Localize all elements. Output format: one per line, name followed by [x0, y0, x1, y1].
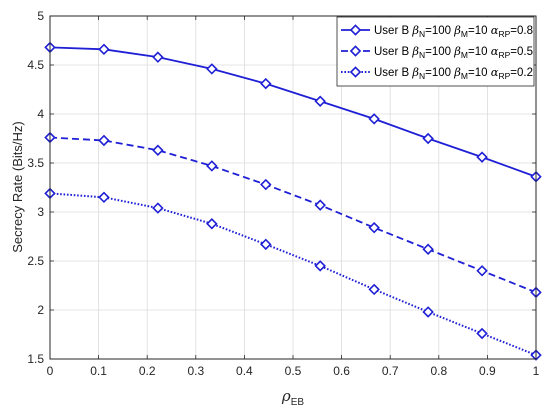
y-tick-label: 1.5: [27, 352, 44, 366]
x-tick-label: 0.5: [285, 364, 302, 378]
legend-label-part: User B: [374, 46, 412, 58]
legend-label-part: =100: [425, 67, 454, 79]
x-tick-label: 0.9: [479, 364, 496, 378]
x-tick-label: 1: [533, 364, 540, 378]
series-1-point: [422, 132, 434, 145]
series-1-point: [314, 95, 326, 107]
legend-marker: [349, 24, 362, 36]
series-2-point: [206, 160, 218, 172]
y-tick-label: 5: [37, 9, 44, 23]
legend-label-part: N: [419, 71, 425, 81]
series-2-line: [49, 136, 537, 294]
legend-label-part: M: [461, 71, 468, 81]
legend-entry-2: User B βN=100 βM=10 αRP=0.5: [341, 44, 533, 60]
x-tick-label: 0.8: [430, 364, 447, 378]
series-3-line: [49, 192, 537, 357]
legend-label-part: =10: [468, 67, 491, 79]
legend-label-part: α: [491, 23, 499, 37]
legend-label-part: =0.8: [510, 25, 533, 37]
legend-label-part: =10: [468, 25, 491, 37]
series-2-point: [476, 265, 488, 277]
legend-label-part: =0.5: [510, 46, 533, 58]
x-tick-label: 0: [47, 364, 54, 378]
legend-entry-1: User B βN=100 βM=10 αRP=0.8: [341, 23, 533, 39]
legend-label-part: =100: [425, 25, 454, 37]
x-tick-label: 0.4: [236, 364, 253, 378]
legend-label-part: N: [419, 29, 425, 39]
x-tick-label: 0.1: [90, 364, 107, 378]
series-3-point: [314, 260, 326, 272]
x-axis-label-subscript: EB: [291, 397, 305, 408]
x-axis-label-symbol: ρ: [281, 387, 291, 405]
y-tick-label: 2: [37, 303, 44, 317]
legend-label-part: M: [461, 50, 468, 60]
legend-marker: [349, 66, 362, 78]
legend-label-part: α: [491, 44, 499, 58]
legend-label-part: β: [411, 23, 419, 37]
legend-marker: [349, 45, 362, 57]
legend-label-part: =100: [425, 46, 454, 58]
x-axis-label: ρEB: [281, 387, 304, 408]
legend-label-part: α: [491, 65, 499, 79]
legend-label: User B βN=100 βM=10 αRP=0.5: [374, 44, 533, 60]
legend-entry-3: User B βN=100 βM=10 αRP=0.2: [341, 65, 533, 81]
series-2-point: [260, 178, 272, 191]
y-tick-label: 4.5: [27, 58, 44, 72]
series-1-point: [152, 51, 164, 63]
axis-ticks: 0 0.1 0.2 0.3 0.4 0.5 0.6 0.7 0.8 0.9 1 1.5 2 2.5 3 3.5…: [27, 9, 539, 378]
series-3-point: [152, 202, 164, 214]
x-tick-label: 0.6: [333, 364, 350, 378]
x-tick-label: 0.7: [382, 364, 399, 378]
legend-label-part: User B: [374, 67, 412, 79]
y-tick-label: 3.5: [27, 156, 44, 170]
y-tick-label: 2.5: [27, 254, 44, 268]
legend-label-part: β: [453, 23, 461, 37]
series-3: [44, 187, 542, 361]
series-2-point: [152, 144, 164, 156]
x-tick-label: 0.3: [187, 364, 204, 378]
series-1: [44, 41, 542, 183]
series-3-point: [422, 306, 434, 318]
legend-label-part: User B: [374, 25, 412, 37]
series-2-point: [368, 221, 380, 234]
legend-label: User B βN=100 βM=10 αRP=0.2: [374, 65, 533, 81]
legend-label-part: N: [419, 50, 425, 60]
legend-label-part: β: [453, 44, 461, 58]
y-tick-label: 3: [37, 205, 44, 219]
series-1-point: [260, 77, 272, 90]
series-1-point: [368, 113, 380, 125]
legend-label-part: M: [461, 29, 468, 39]
legend-label-part: =0.2: [510, 67, 533, 79]
series-1-point: [206, 63, 218, 75]
x-tick-label: 0.2: [139, 364, 156, 378]
legend-label-part: RP: [498, 29, 510, 39]
legend-label-part: RP: [498, 71, 510, 81]
y-tick-label: 4: [37, 107, 44, 121]
legend-label-part: β: [411, 44, 419, 58]
series-2-point: [98, 134, 110, 147]
series-3-point: [476, 327, 488, 340]
y-axis-label: Secrecy Rate (Bits/Hz): [10, 121, 25, 252]
series-1-point: [98, 43, 110, 56]
series-2-point: [314, 199, 326, 211]
series-3-point: [206, 218, 218, 230]
series-3-point: [260, 238, 272, 251]
series-1-point: [476, 151, 488, 163]
series-3-point: [98, 191, 110, 204]
legend-label: User B βN=100 βM=10 αRP=0.8: [374, 23, 533, 39]
legend-label-part: =10: [468, 46, 491, 58]
legend-label-part: β: [411, 65, 419, 79]
series-layer: [44, 41, 542, 361]
legend-label-part: RP: [498, 50, 510, 60]
series-1-line: [49, 46, 537, 178]
series-2-point: [422, 243, 434, 255]
series-3-point: [368, 283, 380, 296]
legend-label-part: β: [453, 65, 461, 79]
